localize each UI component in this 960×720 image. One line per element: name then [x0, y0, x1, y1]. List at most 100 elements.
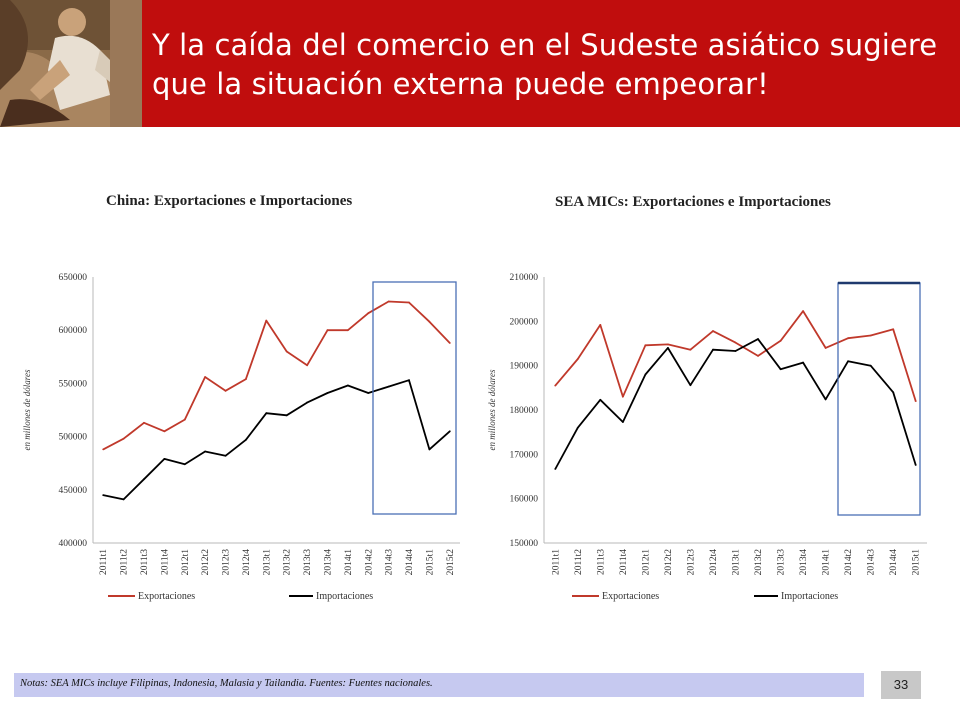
- highlight-box: [837, 282, 921, 516]
- slide-title: Y la caída del comercio en el Sudeste as…: [152, 28, 938, 101]
- data-point: [204, 376, 207, 378]
- x-tick-label: 2014t2: [364, 549, 374, 576]
- data-point: [183, 463, 186, 466]
- data-point: [224, 454, 227, 457]
- data-point: [576, 426, 579, 429]
- data-point: [847, 337, 850, 340]
- x-tick-label: 2012t4: [242, 549, 252, 576]
- data-point: [757, 338, 759, 340]
- data-point: [892, 328, 895, 331]
- x-tick-label: 2014t3: [385, 549, 395, 576]
- data-point: [306, 401, 308, 404]
- series-line-importaciones: [103, 379, 451, 501]
- data-point: [143, 421, 145, 424]
- data-point: [892, 391, 895, 394]
- data-point: [326, 392, 329, 394]
- data-point: [367, 392, 370, 394]
- data-point: [428, 448, 431, 451]
- x-tick-label: 2015t1: [912, 549, 922, 576]
- data-point: [734, 350, 737, 352]
- data-point: [428, 320, 431, 323]
- legend-label-importaciones: Importaciones: [316, 591, 373, 602]
- x-tick-label: 2012t3: [222, 549, 232, 576]
- data-point: [387, 300, 390, 303]
- data-point: [847, 360, 850, 363]
- data-point: [346, 384, 349, 387]
- data-point: [734, 341, 737, 344]
- footnote-bar: Notas: SEA MICs incluye Filipinas, Indon…: [14, 673, 864, 697]
- data-point: [367, 312, 370, 315]
- data-point: [802, 310, 804, 313]
- data-point: [779, 368, 782, 371]
- x-tick-label: 2013t2: [283, 549, 293, 576]
- data-point: [824, 398, 827, 401]
- x-tick-label: 2012t2: [664, 549, 674, 576]
- x-tick-label: 2012t4: [709, 549, 719, 576]
- data-point: [163, 458, 166, 460]
- y-tick-label: 650000: [59, 273, 88, 283]
- x-tick-label: 2011t2: [120, 549, 130, 575]
- data-point: [245, 438, 247, 441]
- y-tick-label: 210000: [510, 273, 539, 283]
- x-tick-label: 2013t1: [732, 549, 742, 576]
- y-tick-label: 500000: [59, 433, 88, 443]
- data-point: [757, 355, 759, 357]
- mural-image: [0, 0, 142, 127]
- data-point: [306, 364, 308, 367]
- x-tick-label: 2014t4: [405, 549, 415, 576]
- data-point: [914, 464, 917, 466]
- y-tick-label: 400000: [59, 539, 88, 549]
- data-point: [285, 350, 288, 353]
- x-tick-label: 2014t1: [822, 549, 832, 576]
- data-point: [102, 448, 105, 451]
- data-point: [644, 344, 647, 347]
- y-tick-label: 550000: [59, 379, 88, 389]
- data-point: [285, 414, 288, 417]
- data-point: [122, 498, 125, 501]
- data-point: [621, 395, 624, 398]
- data-point: [245, 378, 247, 381]
- data-point: [224, 389, 227, 392]
- data-point: [667, 343, 669, 346]
- data-point: [554, 384, 557, 387]
- data-point: [183, 418, 186, 421]
- x-tick-label: 2011t3: [140, 549, 150, 575]
- data-point: [712, 348, 714, 351]
- legend-label-exportaciones: Exportaciones: [138, 591, 195, 602]
- data-point: [599, 398, 602, 401]
- data-point: [689, 348, 692, 351]
- data-point: [265, 319, 268, 322]
- series-line-exportaciones: [554, 310, 917, 402]
- x-tick-label: 2013t3: [777, 549, 787, 576]
- data-point: [554, 468, 557, 470]
- footnote-text: Notas: SEA MICs incluye Filipinas, Indon…: [20, 678, 433, 689]
- y-tick-label: 180000: [510, 406, 539, 416]
- data-point: [712, 330, 714, 332]
- x-tick-label: 2012t1: [641, 549, 651, 576]
- x-tick-label: 2013t3: [303, 549, 313, 576]
- x-tick-label: 2014t1: [344, 549, 354, 576]
- legend-label-importaciones: Importaciones: [781, 591, 838, 602]
- data-point: [667, 347, 669, 349]
- x-tick-label: 2012t2: [201, 549, 211, 576]
- x-tick-label: 2013t2: [754, 549, 764, 576]
- y-tick-label: 190000: [510, 362, 539, 372]
- y-tick-label: 160000: [510, 495, 539, 505]
- x-tick-label: 2011t2: [574, 549, 584, 575]
- y-tick-label: 170000: [510, 450, 539, 460]
- series-line-importaciones: [554, 338, 917, 470]
- data-point: [448, 430, 451, 433]
- data-point: [689, 384, 692, 387]
- data-point: [621, 421, 624, 423]
- data-point: [869, 334, 872, 337]
- data-point: [122, 437, 125, 440]
- chart-title-sea: SEA MICs: Exportaciones e Importaciones: [555, 194, 831, 210]
- x-tick-label: 2015t2: [446, 549, 456, 576]
- x-tick-label: 2012t3: [686, 549, 696, 576]
- data-point: [143, 478, 145, 481]
- data-point: [387, 385, 390, 388]
- y-tick-label: 150000: [510, 539, 539, 549]
- x-tick-label: 2013t4: [799, 549, 809, 576]
- data-point: [576, 358, 579, 360]
- data-point: [824, 347, 827, 349]
